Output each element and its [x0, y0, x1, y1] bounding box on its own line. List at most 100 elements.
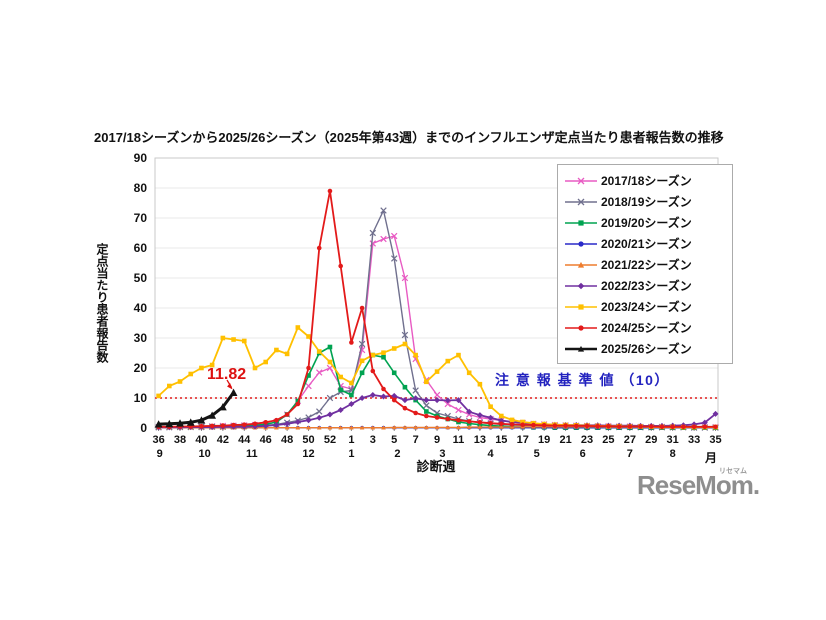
legend-item-2018-19: 2018/19シーズン	[564, 191, 728, 212]
x-week-label: 35	[709, 434, 721, 446]
chart-legend: 2017/18シーズン 2018/19シーズン 2019/20シーズン 2020/21…	[557, 164, 733, 364]
x-week-label: 42	[217, 434, 229, 446]
legend-item-2024-25: 2024/25シーズン	[564, 317, 728, 338]
x-week-label: 23	[581, 434, 593, 446]
data-point	[401, 397, 408, 404]
legend-item-2017-18: 2017/18シーズン	[564, 170, 728, 191]
data-point	[466, 370, 472, 376]
data-point	[616, 424, 622, 429]
data-point	[316, 414, 323, 421]
data-point	[466, 408, 473, 415]
x-month-label: 1	[348, 448, 354, 460]
legend-marker-sample	[565, 240, 597, 247]
data-point	[274, 417, 279, 423]
data-point	[423, 397, 430, 404]
x-week-label: 15	[495, 434, 507, 446]
data-point	[306, 373, 311, 378]
data-point	[177, 379, 183, 384]
legend-item-2020-21: 2020/21シーズン	[564, 233, 728, 254]
x-month-label: 5	[534, 448, 540, 460]
data-point	[455, 406, 462, 414]
data-point	[327, 344, 333, 350]
data-point	[681, 424, 686, 430]
data-point	[316, 245, 322, 251]
x-week-label: 7	[413, 434, 419, 446]
data-point	[402, 425, 408, 430]
data-point	[305, 417, 312, 424]
data-point	[455, 397, 462, 404]
data-point	[231, 422, 236, 428]
legend-label: 2018/19シーズン	[601, 195, 692, 209]
data-point	[391, 346, 397, 351]
data-point	[488, 420, 493, 426]
data-point	[499, 413, 504, 419]
data-point	[424, 413, 429, 419]
data-point	[370, 368, 376, 374]
data-point	[349, 340, 354, 345]
data-point	[520, 422, 526, 428]
data-point	[380, 207, 387, 214]
data-point	[456, 417, 461, 423]
data-point	[509, 422, 515, 427]
data-point	[338, 263, 343, 269]
data-point	[218, 403, 227, 411]
data-point	[520, 419, 526, 425]
legend-marker-sample	[565, 261, 597, 268]
data-point	[186, 418, 195, 426]
data-point	[273, 422, 280, 428]
data-point	[359, 425, 365, 430]
data-point	[444, 397, 451, 404]
x-week-label: 31	[667, 434, 679, 446]
data-point	[306, 365, 311, 371]
data-point	[327, 188, 333, 194]
data-point	[262, 422, 269, 429]
data-point	[252, 421, 258, 427]
data-point	[477, 420, 483, 425]
data-point	[648, 424, 654, 429]
data-point	[433, 391, 441, 399]
data-point	[359, 395, 366, 401]
data-point	[509, 417, 515, 423]
data-point	[702, 424, 708, 430]
x-week-label: 38	[174, 434, 186, 446]
y-tick-label: 50	[134, 271, 148, 285]
data-point	[390, 255, 398, 262]
annotation-value: 11.82	[207, 366, 246, 383]
data-point	[434, 397, 441, 404]
data-point	[713, 424, 718, 430]
x-week-label: 52	[324, 434, 336, 446]
data-point	[338, 374, 343, 380]
data-point	[401, 274, 409, 282]
data-point	[477, 422, 483, 427]
y-tick-label: 30	[134, 331, 148, 345]
x-week-label: 21	[559, 434, 571, 446]
data-point	[401, 331, 409, 339]
data-point	[402, 341, 408, 347]
x-month-label: 2	[394, 448, 400, 460]
x-week-label: 46	[260, 434, 272, 446]
data-point	[327, 359, 333, 365]
legend-marker-sample	[565, 177, 597, 184]
legend-label: 2017/18シーズン	[601, 174, 692, 188]
y-tick-label: 10	[134, 391, 148, 405]
legend-marker-sample	[565, 324, 597, 331]
data-point	[498, 417, 505, 424]
legend-label: 2019/20シーズン	[601, 216, 692, 230]
data-point	[229, 388, 238, 396]
data-point	[434, 369, 440, 374]
x-week-label: 50	[302, 434, 314, 446]
data-point	[305, 382, 312, 390]
data-point	[326, 411, 333, 418]
data-point	[369, 229, 377, 237]
data-point	[606, 423, 611, 429]
data-point	[338, 425, 343, 430]
data-point	[197, 416, 206, 424]
x-week-label: 48	[281, 434, 293, 446]
x-month-label: 12	[302, 448, 314, 460]
x-week-label: 3	[370, 434, 376, 446]
data-point	[359, 358, 365, 364]
data-point	[670, 424, 675, 430]
data-point	[424, 379, 429, 385]
data-point	[509, 424, 515, 429]
y-tick-label: 70	[134, 211, 148, 225]
